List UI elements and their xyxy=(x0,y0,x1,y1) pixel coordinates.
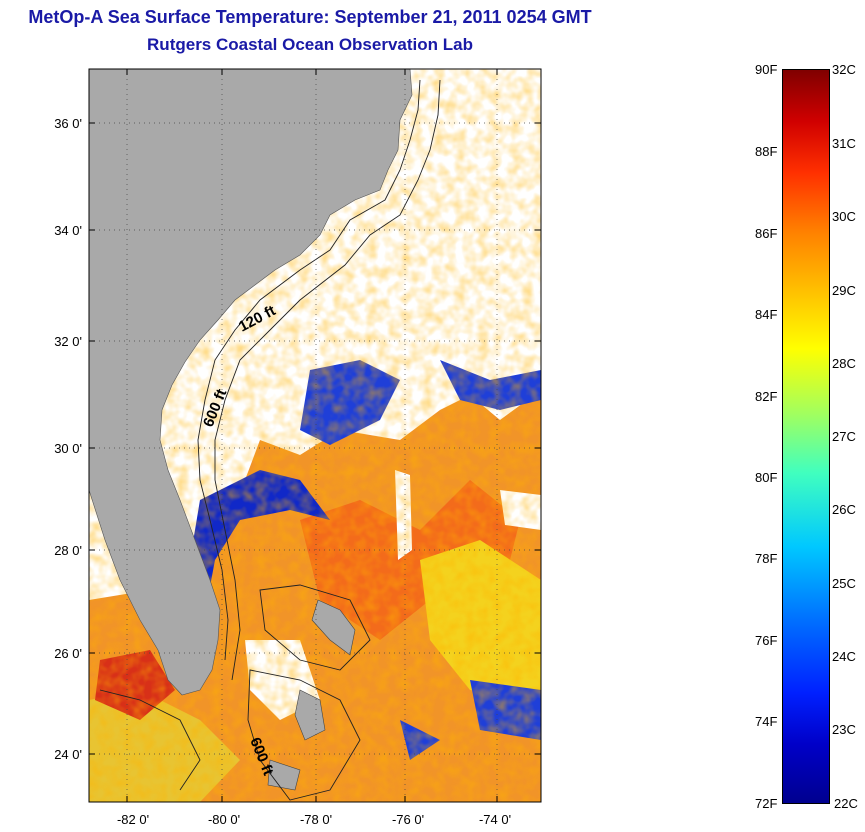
colorbar-f-label: 82F xyxy=(755,389,778,404)
map-subtitle: Rutgers Coastal Ocean Observation Lab xyxy=(147,35,473,54)
colorbar-f-label: 74F xyxy=(755,714,778,729)
colorbar-f-label: 88F xyxy=(755,144,778,159)
lon-tick-label: -82 0' xyxy=(117,812,149,827)
colorbar-f-label: 84F xyxy=(755,307,778,322)
colorbar-c-label: 31C xyxy=(832,136,856,151)
temperature-colorbar xyxy=(782,69,830,804)
colorbar-c-label: 28C xyxy=(832,356,856,371)
contour-120ft xyxy=(197,79,421,661)
colorbar-c-label: 32C xyxy=(832,62,856,77)
colorbar-c-label: 26C xyxy=(832,502,856,517)
contour-bahamas xyxy=(99,584,371,801)
colorbar-f-label: 78F xyxy=(755,551,778,566)
lon-tick-label: -78 0' xyxy=(300,812,332,827)
axis-tick-marks xyxy=(89,69,541,802)
map-title: MetOp-A Sea Surface Temperature: Septemb… xyxy=(28,7,592,27)
lon-tick-label: -76 0' xyxy=(392,812,424,827)
lat-tick-label: 24 0' xyxy=(54,747,82,762)
land-southeast-us xyxy=(89,69,413,696)
colorbar-c-label: 27C xyxy=(832,429,856,444)
lat-tick-label: 26 0' xyxy=(54,646,82,661)
colorbar-c-label: 29C xyxy=(832,283,856,298)
lon-tick-label: -80 0' xyxy=(208,812,240,827)
lat-tick-label: 28 0' xyxy=(54,543,82,558)
colorbar-f-label: 76F xyxy=(755,633,778,648)
colorbar-f-label: 80F xyxy=(755,470,778,485)
colorbar-c-label: 22C xyxy=(834,796,858,811)
lon-tick-label: -74 0' xyxy=(479,812,511,827)
colorbar-f-label: 90F xyxy=(755,62,778,77)
lat-tick-label: 32 0' xyxy=(54,334,82,349)
colorbar-f-label: 86F xyxy=(755,226,778,241)
colorbar-c-label: 24C xyxy=(832,649,856,664)
lat-tick-label: 36 0' xyxy=(54,116,82,131)
land-bahamas xyxy=(267,599,356,791)
contour-600ft xyxy=(214,79,441,681)
map-area xyxy=(89,69,541,802)
colorbar-c-label: 23C xyxy=(832,722,856,737)
colorbar-c-label: 30C xyxy=(832,209,856,224)
colorbar-c-label: 25C xyxy=(832,576,856,591)
graticule xyxy=(89,69,541,802)
lat-tick-label: 34 0' xyxy=(54,223,82,238)
lat-tick-label: 30 0' xyxy=(54,441,82,456)
colorbar-f-label: 72F xyxy=(755,796,778,811)
map-frame xyxy=(88,68,542,803)
